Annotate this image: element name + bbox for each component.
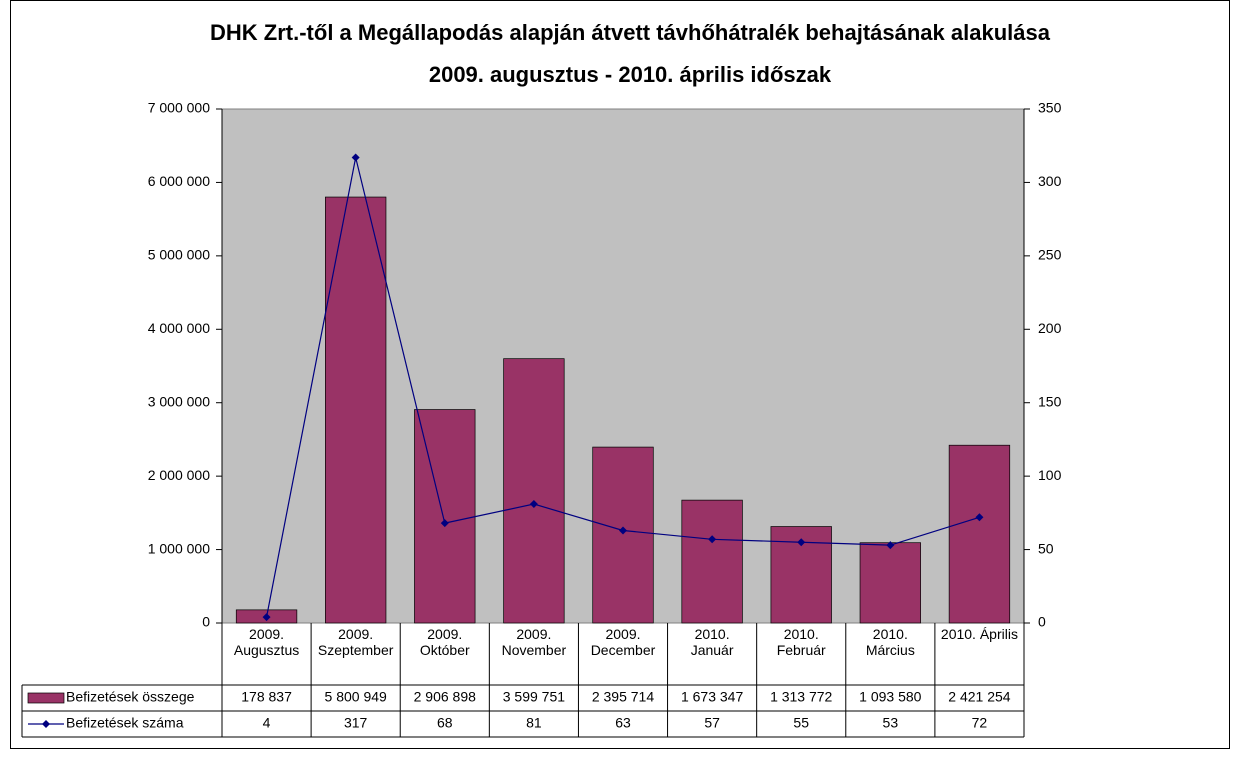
table-value: 1 673 347 [681, 689, 743, 705]
table-value: 1 093 580 [859, 689, 921, 705]
y-tick-label: 6 000 000 [148, 173, 210, 189]
x-tick-label-box: 2010. Február [776, 626, 826, 658]
y-tick-label: 4 000 000 [148, 320, 210, 336]
y2-tick-label: 100 [1038, 467, 1062, 483]
point [975, 513, 984, 522]
table-value: 1 313 772 [770, 689, 832, 705]
y-tick-label: 5 000 000 [148, 247, 210, 263]
x-tick-label: 2009. November [501, 626, 567, 658]
chart-title: DHK Zrt.-től a Megállapodás alapján átve… [210, 20, 1051, 45]
point [440, 519, 449, 528]
table-value: 178 837 [241, 689, 292, 705]
legend-label: Befizetések száma [66, 715, 184, 731]
y-tick-label: 1 000 000 [148, 540, 210, 556]
x-tick-label: 2010. Április [940, 626, 1018, 642]
point [708, 535, 717, 544]
x-tick-label: 2010. Március [865, 626, 915, 658]
chart-subtitle: 2009. augusztus - 2010. április időszak [429, 62, 832, 87]
table-value: 2 421 254 [948, 689, 1010, 705]
y2-tick-label: 50 [1038, 540, 1054, 556]
y2-tick-label: 250 [1038, 247, 1062, 263]
bar [503, 358, 565, 624]
y-tick-label: 7 000 000 [148, 100, 210, 116]
table-value: 81 [526, 715, 542, 731]
x-tick-label-box: 2009. Szeptember [317, 626, 394, 658]
point [619, 526, 627, 535]
x-tick-label: 2010. Január [690, 626, 734, 658]
x-tick-label-box: 2009. November [501, 626, 567, 658]
table-value: 57 [704, 715, 720, 731]
y2-tick-label: 150 [1038, 393, 1062, 409]
bar [592, 446, 654, 624]
point [529, 500, 538, 509]
x-tick-label: 2009. Augusztus [233, 626, 300, 658]
x-tick-label-box: 2009. December [590, 626, 656, 658]
legend-label: Befizetések összege [66, 689, 195, 705]
bar [325, 196, 387, 624]
x-tick-label-box: 2009. Október [419, 626, 470, 658]
table-value: 317 [344, 715, 368, 731]
x-tick-label: 2010. Február [776, 626, 826, 658]
x-tick-label-box: 2010. Április [940, 626, 1018, 642]
table-value: 53 [883, 715, 899, 731]
point [797, 538, 806, 547]
y-tick-label: 0 [202, 614, 210, 630]
bar [948, 444, 1011, 624]
y2-tick-label: 300 [1038, 173, 1062, 189]
y-tick-label: 2 000 000 [148, 467, 210, 483]
table-value: 63 [615, 715, 631, 731]
x-tick-label-box: 2010. Január [690, 626, 734, 658]
x-tick-label: 2009. Október [419, 626, 470, 658]
table-value: 55 [793, 715, 809, 731]
table-value: 2 395 714 [592, 689, 654, 705]
table-value: 2 906 898 [414, 689, 476, 705]
point [262, 613, 271, 622]
bar [859, 542, 921, 624]
table-value: 3 599 751 [503, 689, 565, 705]
table-value: 4 [263, 715, 271, 731]
y2-tick-label: 0 [1038, 614, 1046, 630]
x-tick-label: 2009. Szeptember [317, 626, 394, 658]
y2-tick-label: 200 [1038, 320, 1062, 336]
x-tick-label: 2009. December [590, 626, 656, 658]
point [351, 153, 360, 162]
bar [414, 409, 476, 624]
table-value: 5 800 949 [325, 689, 387, 705]
legend-key [27, 692, 65, 704]
x-tick-label-box: 2009. Augusztus [233, 626, 300, 658]
point [886, 541, 895, 550]
y-tick-label: 3 000 000 [148, 393, 210, 409]
table-value: 68 [437, 715, 453, 731]
x-tick-label-box: 2010. Március [865, 626, 915, 658]
table-value: 72 [972, 715, 988, 731]
y2-tick-label: 350 [1038, 100, 1062, 116]
bar [681, 499, 743, 624]
legend-key-marker [42, 720, 50, 728]
